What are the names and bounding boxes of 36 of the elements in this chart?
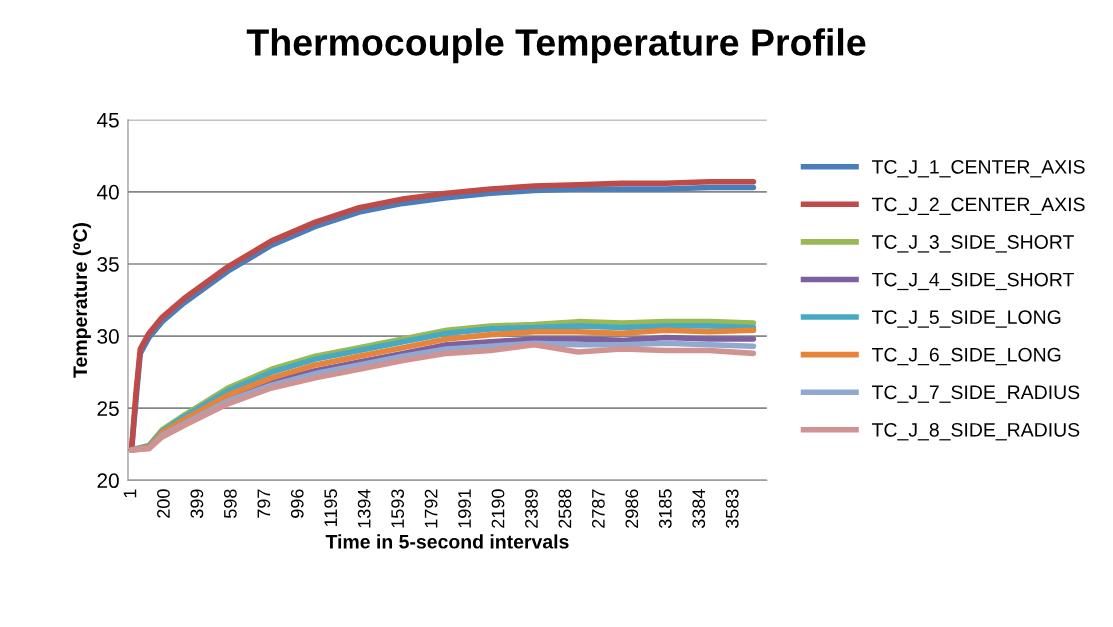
y-axis-title: Temperature (ºC) xyxy=(72,223,91,378)
x-tick-label: 1394 xyxy=(357,489,371,528)
x-tick-label: 2588 xyxy=(558,489,572,528)
x-tick-label: 399 xyxy=(190,489,204,519)
x-tick-label: 200 xyxy=(157,489,170,518)
x-tick-label: 2986 xyxy=(625,489,639,528)
y-tick-label: 20 xyxy=(97,473,119,489)
x-tick-label: 1792 xyxy=(424,489,438,528)
legend-label: TC_J_4_SIDE_SHORT xyxy=(872,272,1074,291)
legend-label: TC_J_3_SIDE_SHORT xyxy=(872,235,1074,253)
x-tick-label: 1991 xyxy=(458,489,471,528)
x-tick-label: 2389 xyxy=(525,489,538,528)
x-tick-label: 2190 xyxy=(491,489,505,528)
chart-title: Thermocouple Temperature Profile xyxy=(246,28,866,64)
y-tick-label: 30 xyxy=(97,329,119,344)
x-tick-label: 2787 xyxy=(591,489,605,528)
x-tick-label: 1195 xyxy=(324,489,338,527)
y-tick-label: 35 xyxy=(97,256,119,272)
x-tick-label: 1 xyxy=(123,489,137,498)
x-axis-title: Time in 5-second intervals xyxy=(325,534,569,549)
legend-label: TC_J_5_SIDE_LONG xyxy=(872,310,1061,328)
x-tick-label: 996 xyxy=(290,489,304,518)
x-tick-label: 598 xyxy=(223,489,237,519)
x-tick-label: 797 xyxy=(257,489,271,518)
legend-label: TC_J_1_CENTER_AXIS xyxy=(872,159,1085,178)
x-tick-label: 3384 xyxy=(692,489,706,529)
legend-label: TC_J_6_SIDE_LONG xyxy=(872,347,1061,366)
legend-label: TC_J_7_SIDE_RADIUS xyxy=(872,385,1080,403)
y-tick-label: 25 xyxy=(97,401,119,416)
x-tick-label: 1593 xyxy=(391,489,405,528)
y-tick-label: 45 xyxy=(96,112,119,128)
legend-label: TC_J_2_CENTER_AXIS xyxy=(872,197,1085,215)
legend-label: TC_J_8_SIDE_RADIUS xyxy=(872,422,1080,441)
y-tick-label: 40 xyxy=(96,184,119,200)
x-tick-label: 3185 xyxy=(658,489,672,529)
x-tick-label: 3583 xyxy=(725,489,739,529)
